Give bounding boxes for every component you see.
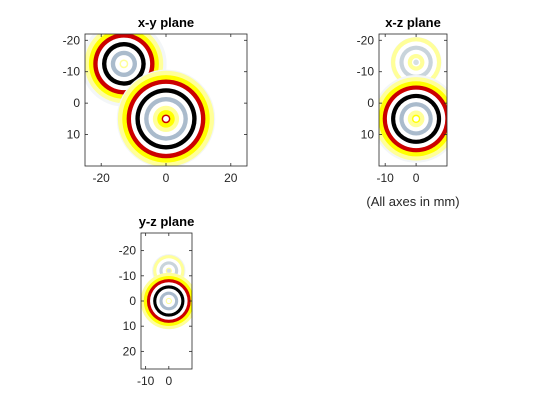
y-tick-label-yz-1: -10	[119, 269, 137, 283]
y-tick-label-xz-1: -10	[357, 65, 375, 79]
chart-title-xz: x-z plane	[385, 15, 441, 30]
axes-frame-xz	[378, 33, 448, 167]
y-tick-label-xy-3: 10	[67, 128, 81, 142]
x-tick-label-xz-0: -10	[377, 171, 395, 185]
y-tick-label-xz-2: 0	[367, 96, 374, 110]
core-xz-1	[413, 116, 419, 122]
y-tick-label-xz-0: -20	[357, 33, 375, 47]
source-xz-0	[390, 36, 442, 88]
y-tick-label-xz-3: 10	[361, 128, 375, 142]
x-tick-label-xz-1: 0	[413, 171, 420, 185]
field-yz	[141, 254, 192, 330]
chart-title-yz: y-z plane	[139, 214, 195, 229]
core-yz-1	[166, 298, 171, 304]
field-xy	[85, 34, 216, 166]
core-xy-0	[120, 60, 127, 67]
y-tick-label-yz-4: 20	[123, 344, 137, 358]
units-note: (All axes in mm)	[366, 194, 459, 209]
x-tick-label-yz-0: -10	[137, 374, 155, 388]
y-tick-label-yz-3: 10	[123, 319, 137, 333]
y-tick-label-xy-0: -20	[63, 33, 81, 47]
source-xz-1	[379, 74, 447, 163]
y-tick-label-yz-2: 0	[129, 294, 136, 308]
x-tick-label-yz-1: 0	[165, 374, 172, 388]
core-yz-0	[166, 268, 171, 273]
y-tick-label-yz-0: -20	[119, 244, 137, 258]
x-tick-label-xy-0: -20	[93, 171, 111, 185]
panel-xz: x-z plane -10 0 -20 -10 0 10	[357, 15, 448, 185]
field-xz	[379, 36, 447, 163]
source-xy-1	[116, 69, 216, 166]
panel-yz: y-z plane -10 0 -20 -10 0 10 20	[119, 214, 195, 388]
core-xz-0	[413, 59, 419, 66]
panel-xy: x-y plane -20 0 20 -20 -10 0 10	[63, 15, 248, 185]
x-tick-label-xy-1: 0	[163, 171, 170, 185]
y-tick-label-xy-1: -10	[63, 65, 81, 79]
core-xy-1	[163, 115, 169, 122]
y-tick-label-xy-2: 0	[73, 96, 80, 110]
chart-title-xy: x-y plane	[138, 15, 194, 30]
source-yz-1	[141, 272, 192, 330]
x-tick-label-xy-2: 20	[224, 171, 238, 185]
